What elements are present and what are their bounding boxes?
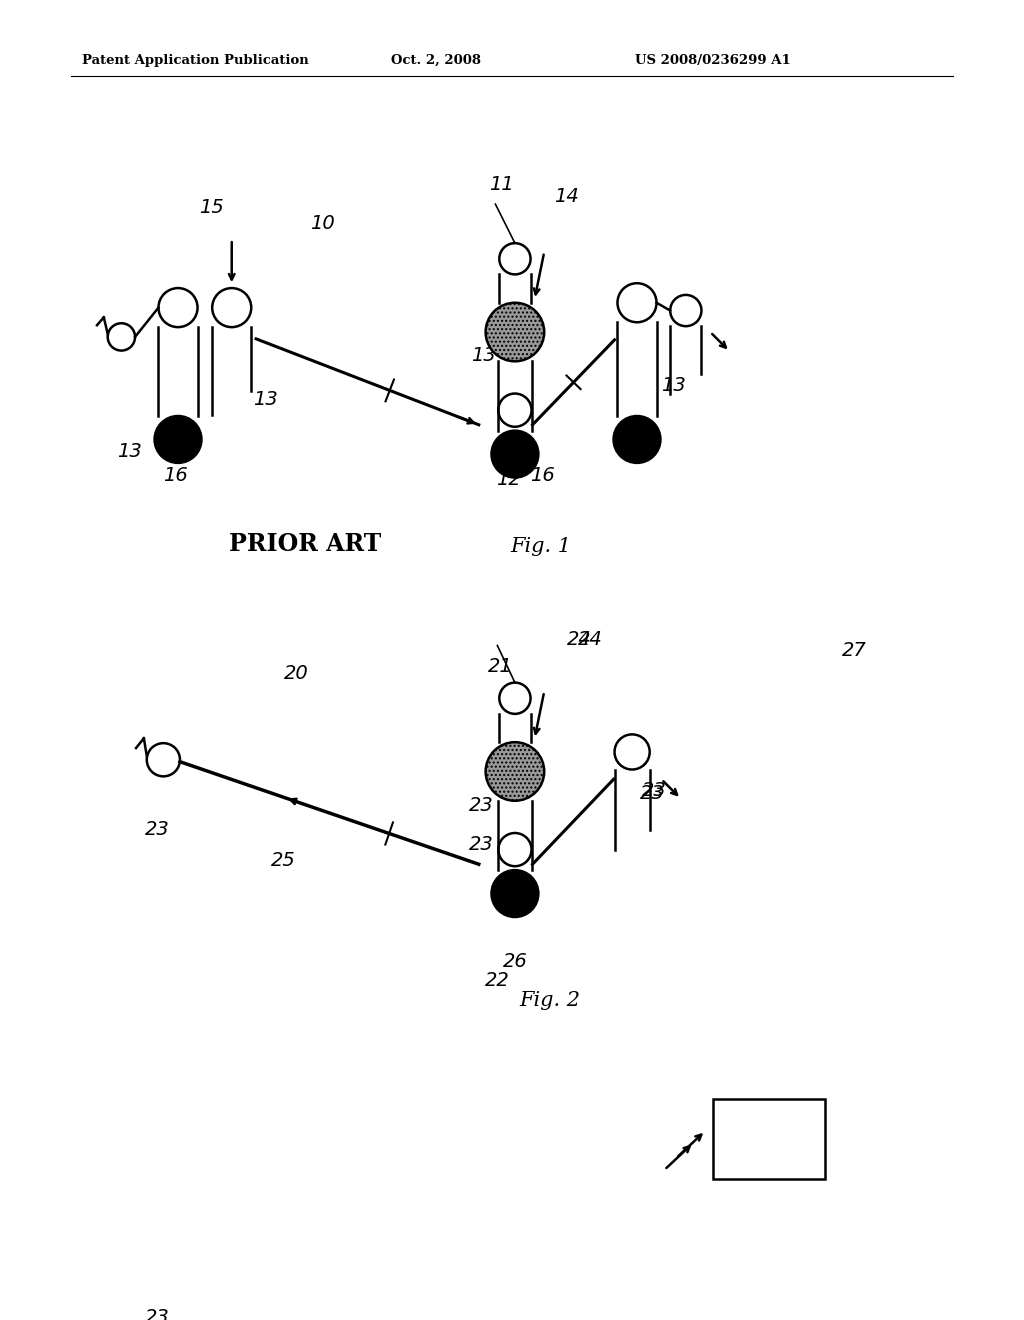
Circle shape bbox=[492, 430, 539, 478]
Text: 20: 20 bbox=[284, 664, 308, 682]
Circle shape bbox=[485, 302, 544, 362]
Text: 11: 11 bbox=[488, 176, 513, 194]
Text: 21: 21 bbox=[487, 657, 512, 676]
Text: 26: 26 bbox=[503, 952, 528, 970]
Text: 23: 23 bbox=[640, 784, 665, 803]
Text: 23: 23 bbox=[642, 781, 667, 800]
Bar bbox=[713, 1098, 825, 1179]
Text: 22: 22 bbox=[484, 972, 509, 990]
Text: 14: 14 bbox=[554, 187, 579, 206]
Circle shape bbox=[492, 870, 539, 917]
Text: 23: 23 bbox=[144, 820, 170, 840]
Text: 13: 13 bbox=[253, 391, 278, 409]
Text: 23: 23 bbox=[469, 796, 494, 814]
Circle shape bbox=[485, 742, 544, 801]
Text: 16: 16 bbox=[164, 466, 188, 486]
Text: Patent Application Publication: Patent Application Publication bbox=[82, 54, 309, 67]
Text: PRIOR ART: PRIOR ART bbox=[228, 532, 381, 556]
Text: 13: 13 bbox=[118, 442, 142, 461]
Text: US 2008/0236299 A1: US 2008/0236299 A1 bbox=[635, 54, 791, 67]
Text: 13: 13 bbox=[662, 376, 686, 395]
Text: 23: 23 bbox=[144, 1308, 170, 1320]
Text: Oct. 2, 2008: Oct. 2, 2008 bbox=[391, 54, 481, 67]
Text: 13: 13 bbox=[471, 346, 496, 366]
Text: 27: 27 bbox=[842, 642, 867, 660]
Text: 16: 16 bbox=[529, 466, 554, 486]
Text: Fig. 2: Fig. 2 bbox=[520, 991, 581, 1011]
Text: 12: 12 bbox=[497, 470, 521, 490]
Circle shape bbox=[613, 416, 660, 463]
Text: 15: 15 bbox=[200, 198, 224, 216]
Text: 23: 23 bbox=[469, 834, 494, 854]
Text: 24: 24 bbox=[579, 630, 603, 648]
Text: 24: 24 bbox=[566, 630, 592, 648]
Circle shape bbox=[155, 416, 202, 463]
Text: Fig. 1: Fig. 1 bbox=[510, 537, 571, 556]
Text: 10: 10 bbox=[310, 214, 335, 234]
Text: 25: 25 bbox=[270, 851, 296, 870]
